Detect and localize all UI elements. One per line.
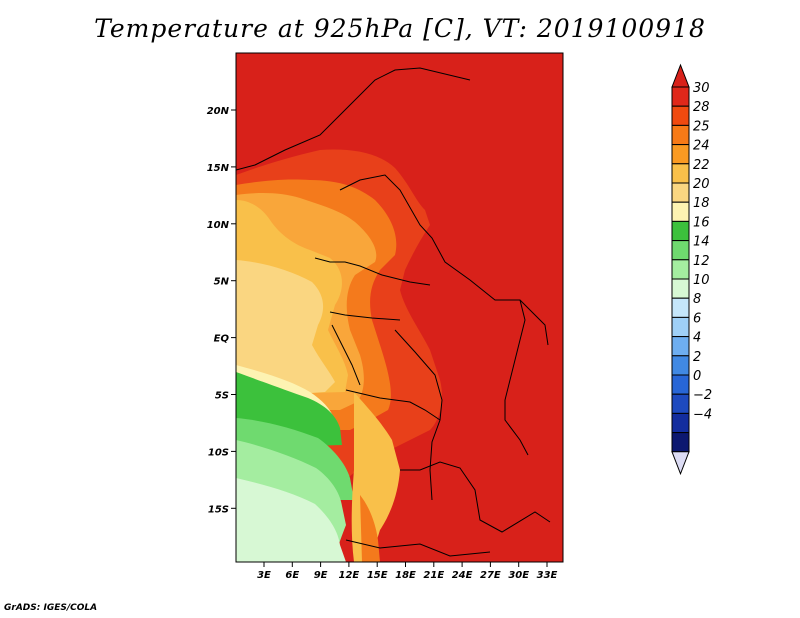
colorbar-swatch <box>671 240 690 261</box>
colorbar-swatch <box>671 201 690 222</box>
lon-tick-label: 6E <box>285 570 299 581</box>
colorbar-swatch <box>671 316 690 338</box>
colorbar-label: 2 <box>693 350 701 365</box>
map-frame <box>235 52 564 563</box>
lat-tick-label: EQ <box>214 334 230 345</box>
lon-tick-label: 15E <box>367 570 388 581</box>
colorbar-label: 0 <box>693 369 701 384</box>
country-borders <box>236 67 551 557</box>
border-north <box>236 67 471 171</box>
border-drc-east <box>504 299 529 456</box>
border-gabon <box>329 311 401 321</box>
lon-tick-label: 18E <box>395 570 416 581</box>
lon-tick-label: 9E <box>314 570 328 581</box>
colorbar-label: 4 <box>693 331 701 346</box>
colorbar-swatch <box>671 259 690 280</box>
colorbar-label: 28 <box>693 100 710 115</box>
colorbar-label: 24 <box>693 139 710 154</box>
colorbar-swatch <box>671 144 690 165</box>
latitude-axis: 20N 15N 10N 5N EQ 5S 10S 15S <box>207 106 236 515</box>
border-south <box>345 539 491 557</box>
border-angola-north <box>345 389 441 421</box>
colorbar-swatch <box>671 412 690 434</box>
colorbar-swatch <box>671 374 690 395</box>
lon-tick-label: 3E <box>257 570 271 581</box>
lon-tick-label: 27E <box>480 570 501 581</box>
lat-tick-label: 15N <box>207 163 230 174</box>
colorbar-label: 6 <box>693 311 701 326</box>
lon-tick-label: 33E <box>537 570 558 581</box>
lat-tick-label: 5S <box>215 391 229 402</box>
lon-tick-label: 30E <box>508 570 529 581</box>
lat-tick-label: 5N <box>214 277 230 288</box>
colorbar-label: 25 <box>693 119 710 134</box>
temperature-field <box>236 53 563 562</box>
longitude-axis: 3E 6E 9E 12E 15E 18E 21E 24E 27E 30E 33E <box>257 562 558 581</box>
colorbar-label: 8 <box>693 292 701 307</box>
colorbar-swatch <box>671 432 690 453</box>
colorbar-swatch <box>671 355 690 376</box>
colorbar-swatch <box>671 220 690 242</box>
colorbar-swatch <box>671 393 690 414</box>
colorbar-label: 30 <box>693 81 710 96</box>
colorbar-swatch <box>671 124 690 146</box>
colorbar-label: 18 <box>693 196 710 211</box>
colorbar-swatch <box>671 297 690 318</box>
border-cameroon <box>314 257 431 286</box>
lat-tick-label: 10S <box>208 447 229 458</box>
grads-credit: GrADS: IGES/COLA <box>4 603 98 613</box>
lon-tick-label: 12E <box>339 570 360 581</box>
border-angola-zambia <box>400 461 551 533</box>
colorbar-label: 20 <box>693 177 710 192</box>
lon-tick-label: 21E <box>423 570 444 581</box>
colorbar-label: −4 <box>693 407 712 422</box>
border-car <box>339 174 549 346</box>
colorbar-top-arrow <box>671 63 690 88</box>
colorbar-bottom-arrow <box>671 451 690 476</box>
border-congo-coast <box>331 324 361 386</box>
field-band-20 <box>236 260 335 398</box>
colorbar-swatch <box>671 86 690 107</box>
colorbar-swatch <box>671 336 690 357</box>
field-band-10 <box>236 478 346 562</box>
colorbar-swatch <box>671 278 690 299</box>
lat-tick-label: 20N <box>207 106 230 117</box>
colorbar-label: 22 <box>693 158 710 173</box>
lon-tick-label: 24E <box>452 570 473 581</box>
colorbar-label: 10 <box>693 273 710 288</box>
colorbar-label: −2 <box>693 388 712 403</box>
colorbar-swatch <box>671 163 690 184</box>
colorbar-label: 16 <box>693 215 710 230</box>
field-coastal-25 <box>360 495 380 562</box>
lat-tick-label: 10N <box>207 220 230 231</box>
colorbar-swatch <box>671 105 690 126</box>
colorbar-label: 12 <box>693 254 710 269</box>
colorbar-label: 14 <box>693 235 710 250</box>
colorbar-swatch <box>671 182 690 203</box>
lat-tick-label: 15S <box>208 504 229 515</box>
map-title: Temperature at 925hPa [C], VT: 201910091… <box>94 14 706 43</box>
